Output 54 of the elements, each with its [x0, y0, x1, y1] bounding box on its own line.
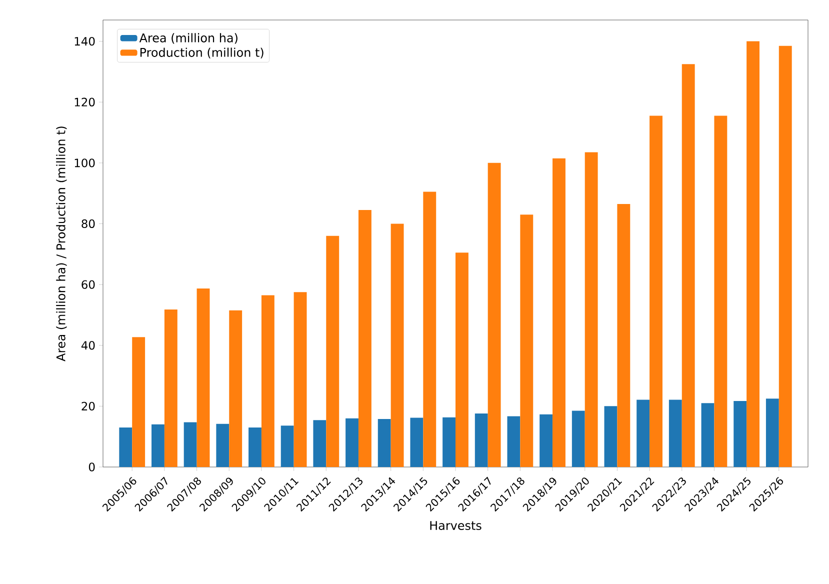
bar — [572, 410, 585, 467]
bar — [552, 158, 566, 467]
bar — [650, 116, 662, 467]
bar — [216, 424, 230, 467]
bar — [778, 46, 792, 467]
bar — [668, 400, 682, 467]
bar — [584, 152, 598, 467]
y-axis-title: Area (million ha) / Production (million t) — [56, 126, 67, 362]
bar — [540, 414, 553, 467]
bar — [229, 310, 242, 467]
bar — [378, 418, 391, 467]
bar — [456, 252, 468, 467]
bar — [701, 403, 714, 467]
bar — [280, 426, 294, 467]
bar — [196, 288, 210, 467]
bar — [313, 420, 326, 467]
bar — [474, 413, 488, 467]
bar — [507, 416, 520, 467]
y-tick-label: 0 — [88, 462, 95, 472]
bar — [261, 295, 274, 467]
bar — [119, 427, 132, 467]
bar — [617, 204, 630, 467]
x-axis-title: Harvests — [430, 521, 482, 530]
bar — [442, 417, 456, 467]
bar — [132, 337, 146, 467]
bar — [326, 236, 340, 467]
bar — [358, 210, 372, 467]
y-tick-label: 40 — [81, 341, 95, 350]
y-tick-label: 80 — [82, 219, 95, 228]
bar — [682, 64, 695, 467]
bar — [184, 422, 197, 467]
legend-label: Production (million t) — [140, 48, 264, 58]
bar — [152, 424, 164, 467]
bar — [488, 162, 501, 467]
legend-label: Area (million ha) — [139, 33, 238, 44]
bar — [346, 418, 358, 467]
y-tick-label: 120 — [74, 98, 95, 106]
y-tick-label: 140 — [74, 36, 95, 46]
bar — [164, 309, 178, 467]
bar — [520, 214, 534, 467]
y-tick-label: 20 — [82, 402, 95, 411]
bar — [248, 427, 262, 467]
bar — [766, 398, 779, 467]
bar — [390, 224, 404, 467]
bar — [746, 41, 760, 467]
y-tick-label: 60 — [82, 280, 95, 289]
bar — [604, 406, 618, 467]
bar — [423, 192, 436, 467]
bar — [734, 401, 747, 467]
bar — [636, 400, 650, 467]
bar — [410, 418, 424, 467]
y-tick-label: 100 — [74, 158, 95, 168]
bar — [714, 116, 728, 467]
bar — [294, 292, 307, 467]
